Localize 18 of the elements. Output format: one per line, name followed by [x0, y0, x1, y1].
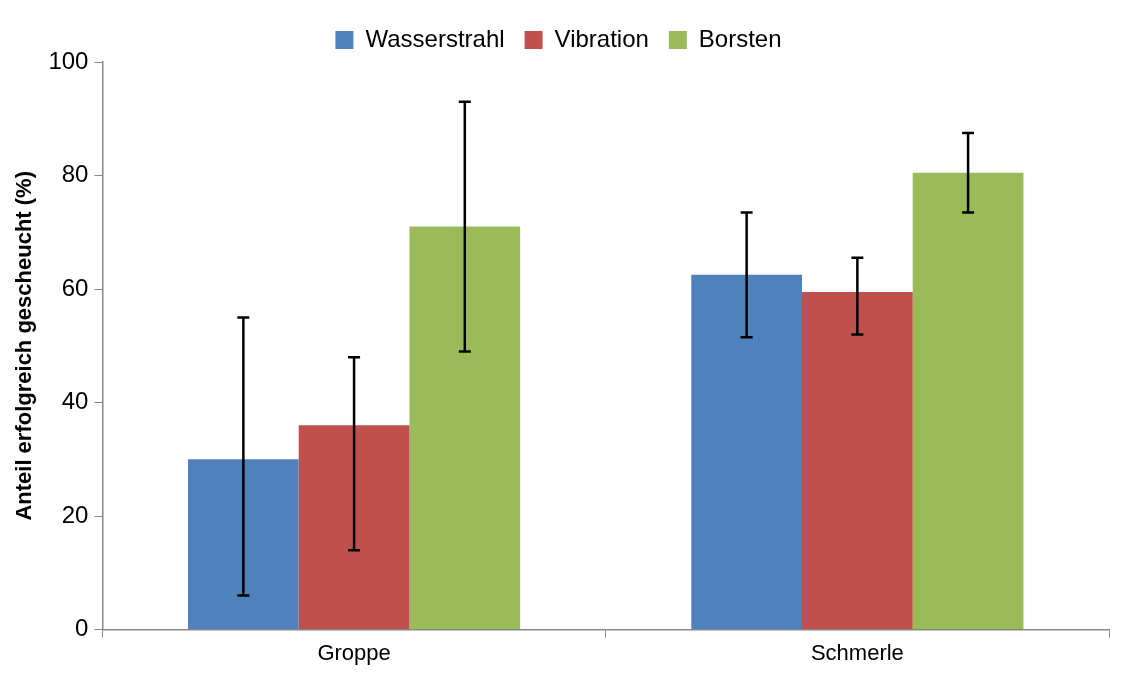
legend-label: Vibration [554, 24, 649, 52]
bar [912, 172, 1024, 630]
x-tick-label: Schmerle [810, 639, 904, 665]
bar [298, 425, 410, 630]
x-tick-label: Groppe [317, 639, 391, 665]
y-tick-label: 100 [48, 46, 89, 74]
bar [409, 226, 521, 630]
y-tick-label: 80 [61, 160, 89, 188]
y-tick-label: 0 [75, 614, 89, 642]
bar [802, 291, 913, 630]
y-tick-label: 40 [61, 387, 89, 415]
y-tick-label: 20 [61, 500, 89, 528]
bar [188, 459, 299, 630]
legend-label: Borsten [698, 24, 782, 52]
y-axis-title: Anteil erfolgreich gescheucht (%) [11, 170, 37, 521]
legend-label: Wasserstrahl [365, 24, 505, 52]
y-tick-label: 60 [61, 273, 89, 301]
bar [691, 274, 802, 630]
